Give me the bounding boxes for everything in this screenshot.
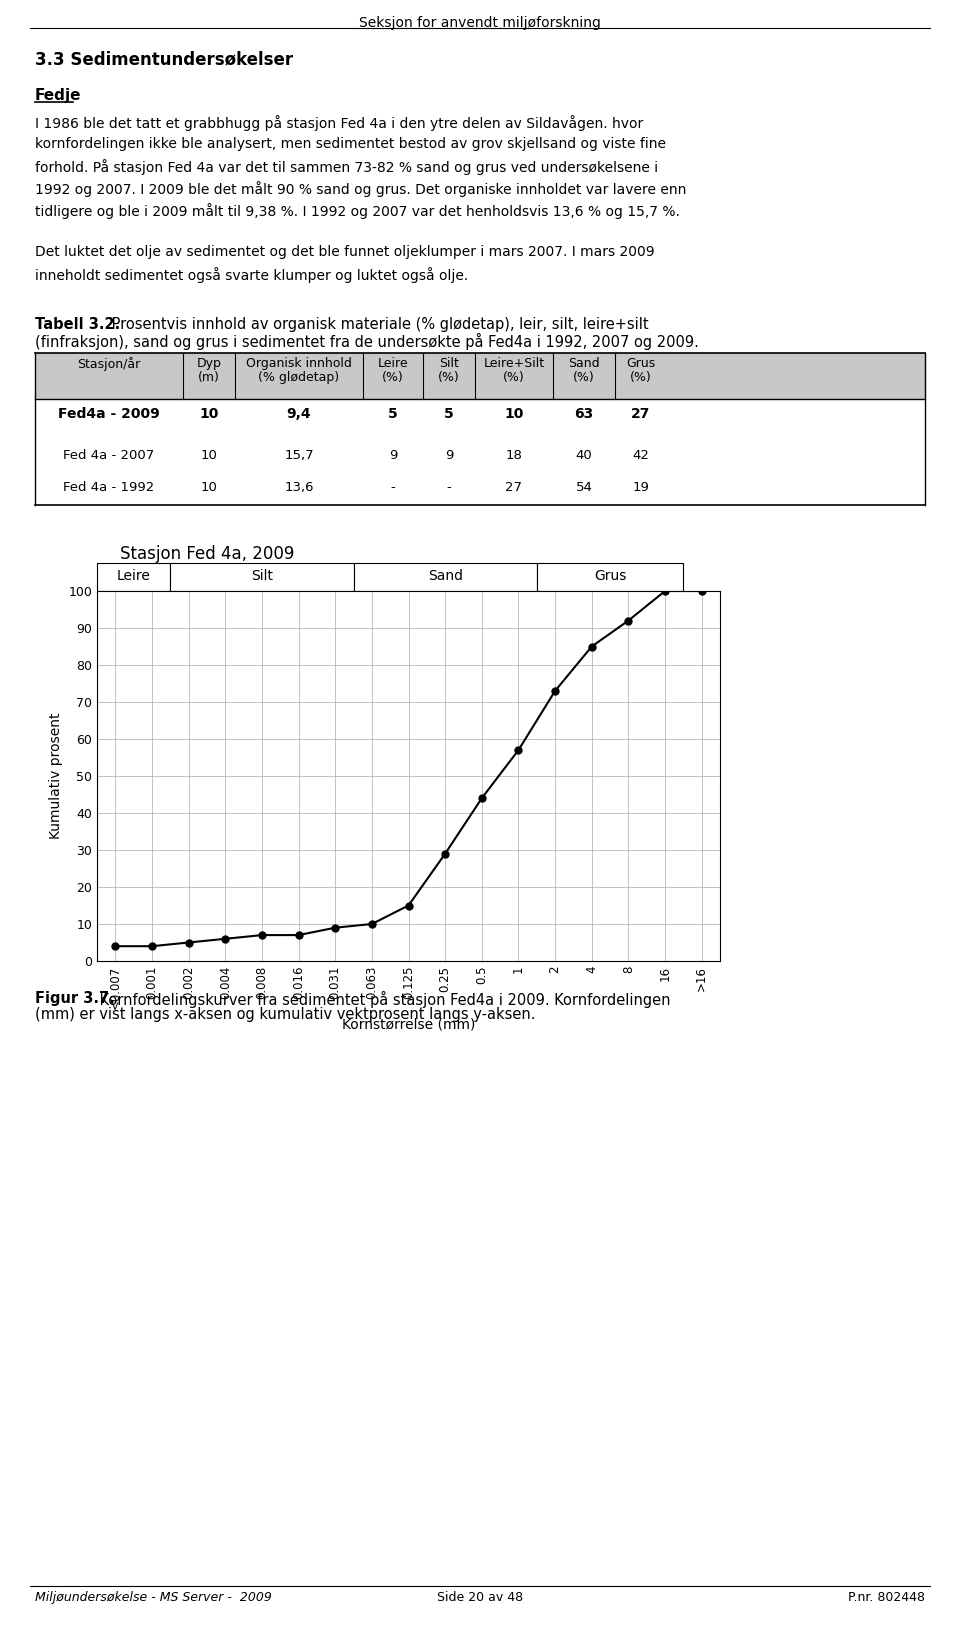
Text: (finfraksjon), sand og grus i sedimentet fra de undersøkte på Fed4a i 1992, 2007: (finfraksjon), sand og grus i sedimentet…	[35, 332, 699, 350]
Text: Leire+Silt: Leire+Silt	[484, 357, 544, 370]
Text: Silt: Silt	[251, 569, 273, 583]
Text: Fedje: Fedje	[35, 88, 82, 103]
Text: tidligere og ble i 2009 målt til 9,38 %. I 1992 og 2007 var det henholdsvis 13,6: tidligere og ble i 2009 målt til 9,38 %.…	[35, 204, 680, 218]
Text: 9: 9	[444, 450, 453, 463]
Text: (%): (%)	[438, 371, 460, 384]
Text: 18: 18	[506, 450, 522, 463]
Text: 10: 10	[504, 407, 524, 420]
Text: Fed 4a - 2007: Fed 4a - 2007	[63, 450, 155, 463]
Text: (%): (%)	[382, 371, 404, 384]
Bar	[35, 441, 925, 472]
Text: I 1986 ble det tatt et grabbhugg på stasjon Fed 4a i den ytre delen av Sildavåge: I 1986 ble det tatt et grabbhugg på stas…	[35, 116, 643, 130]
Text: inneholdt sedimentet også svarte klumper og luktet også olje.: inneholdt sedimentet også svarte klumper…	[35, 267, 468, 283]
Text: Grus: Grus	[594, 569, 626, 583]
Text: 40: 40	[576, 450, 592, 463]
Text: Dyp: Dyp	[197, 357, 222, 370]
Text: 10: 10	[200, 407, 219, 420]
Y-axis label: Kumulativ prosent: Kumulativ prosent	[49, 714, 62, 839]
Bar	[97, 564, 170, 591]
Bar	[537, 564, 684, 591]
Text: Leire: Leire	[377, 357, 408, 370]
Text: 13,6: 13,6	[284, 481, 314, 494]
Text: Prosentvis innhold av organisk materiale (% glødetap), leir, silt, leire+silt: Prosentvis innhold av organisk materiale…	[107, 318, 649, 332]
Text: 9,4: 9,4	[287, 407, 311, 420]
Text: Sand: Sand	[427, 569, 463, 583]
Bar	[35, 472, 925, 505]
Text: Stasjon/år: Stasjon/år	[78, 357, 140, 371]
Bar	[170, 564, 353, 591]
Text: Grus: Grus	[626, 357, 656, 370]
X-axis label: Kornstørrelse (mm): Kornstørrelse (mm)	[342, 1018, 475, 1031]
Text: 3.3 Sedimentundersøkelser: 3.3 Sedimentundersøkelser	[35, 50, 293, 68]
Text: 9: 9	[389, 450, 397, 463]
Text: Organisk innhold: Organisk innhold	[246, 357, 352, 370]
Text: 27: 27	[632, 407, 651, 420]
Text: (% glødetap): (% glødetap)	[258, 371, 340, 384]
Text: 15,7: 15,7	[284, 450, 314, 463]
Text: 5: 5	[388, 407, 397, 420]
Text: Fed4a - 2009: Fed4a - 2009	[59, 407, 160, 420]
Text: -: -	[446, 481, 451, 494]
Text: Kornfordelingskurver fra sedimentet på stasjon Fed4a i 2009. Kornfordelingen: Kornfordelingskurver fra sedimentet på s…	[95, 990, 670, 1008]
Text: 5: 5	[444, 407, 454, 420]
Text: (mm) er vist langs x-aksen og kumulativ vektprosent langs y-aksen.: (mm) er vist langs x-aksen og kumulativ …	[35, 1007, 536, 1021]
Text: 42: 42	[633, 450, 649, 463]
Text: (m): (m)	[198, 371, 220, 384]
Text: Side 20 av 48: Side 20 av 48	[437, 1592, 523, 1605]
Bar	[35, 353, 925, 399]
Text: Det luktet det olje av sedimentet og det ble funnet oljeklumper i mars 2007. I m: Det luktet det olje av sedimentet og det…	[35, 244, 655, 259]
Text: kornfordelingen ikke ble analysert, men sedimentet bestod av grov skjellsand og : kornfordelingen ikke ble analysert, men …	[35, 137, 666, 151]
Text: Stasjon Fed 4a, 2009: Stasjon Fed 4a, 2009	[120, 546, 295, 564]
Text: Figur 3.7.: Figur 3.7.	[35, 990, 115, 1007]
Text: Seksjon for anvendt miljøforskning: Seksjon for anvendt miljøforskning	[359, 16, 601, 29]
Text: Sand: Sand	[568, 357, 600, 370]
Text: Fed 4a - 1992: Fed 4a - 1992	[63, 481, 155, 494]
Text: 54: 54	[576, 481, 592, 494]
Text: (%): (%)	[630, 371, 652, 384]
Text: 10: 10	[201, 481, 217, 494]
Text: 10: 10	[201, 450, 217, 463]
Text: Leire: Leire	[117, 569, 151, 583]
Text: (%): (%)	[503, 371, 525, 384]
Bar	[353, 564, 537, 591]
Text: 1992 og 2007. I 2009 ble det målt 90 % sand og grus. Det organiske innholdet var: 1992 og 2007. I 2009 ble det målt 90 % s…	[35, 181, 686, 197]
Text: 27: 27	[506, 481, 522, 494]
Text: 19: 19	[633, 481, 649, 494]
Text: (%): (%)	[573, 371, 595, 384]
Bar	[35, 399, 925, 441]
Text: Miljøundersøkelse - ​MS Server​ -  2009: Miljøundersøkelse - ​MS Server​ - 2009	[35, 1592, 272, 1605]
Text: P.nr. 802448: P.nr. 802448	[848, 1592, 925, 1605]
Text: 63: 63	[574, 407, 593, 420]
Text: forhold. På stasjon Fed 4a var det til sammen 73-82 % sand og grus ved undersøke: forhold. På stasjon Fed 4a var det til s…	[35, 160, 659, 174]
Text: -: -	[391, 481, 396, 494]
Text: Tabell 3.2.: Tabell 3.2.	[35, 318, 120, 332]
Text: Silt: Silt	[439, 357, 459, 370]
